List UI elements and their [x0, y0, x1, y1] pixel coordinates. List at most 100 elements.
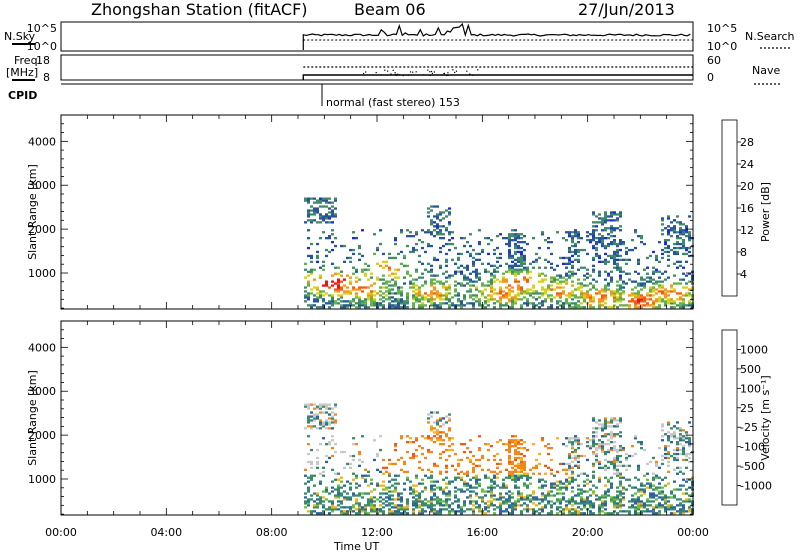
- power-cell: [625, 258, 628, 261]
- velocity-cell: [559, 498, 562, 501]
- velocity-cell: [403, 512, 406, 515]
- power-cell: [544, 266, 547, 269]
- velocity-cell: [487, 490, 490, 493]
- velocity-cell: [412, 512, 415, 515]
- power-cell: [364, 268, 367, 271]
- power-cell: [364, 304, 367, 307]
- power-cell: [568, 233, 571, 236]
- velocity-cell: [472, 468, 475, 471]
- velocity-cell: [400, 456, 403, 460]
- power-cell: [574, 252, 577, 256]
- power-cell: [529, 276, 532, 279]
- power-cell: [334, 207, 337, 210]
- power-cell: [520, 306, 523, 309]
- velocity-cell: [475, 492, 478, 495]
- power-cell: [571, 239, 574, 242]
- power-cell: [625, 252, 628, 256]
- velocity-cell: [508, 512, 511, 515]
- power-cell: [550, 278, 553, 281]
- velocity-cell: [478, 464, 481, 467]
- velocity-cell: [532, 472, 535, 475]
- velocity-cell: [532, 443, 535, 446]
- power-cell: [418, 260, 421, 263]
- power-cell: [619, 239, 622, 242]
- velocity-cell: [673, 435, 676, 438]
- power-cell: [613, 254, 616, 258]
- power-cell: [310, 288, 313, 291]
- power-cell: [607, 284, 610, 287]
- power-cell: [403, 304, 406, 307]
- power-cell: [418, 239, 421, 242]
- power-cell: [427, 262, 430, 265]
- power-cell: [472, 280, 475, 283]
- velocity-cell: [349, 488, 352, 491]
- velocity-cell: [436, 429, 439, 432]
- velocity-cell: [517, 492, 520, 495]
- power-cell: [394, 300, 397, 303]
- velocity-cell: [613, 447, 616, 450]
- power-cell: [445, 292, 448, 295]
- power-cell: [370, 296, 373, 299]
- velocity-cell: [544, 464, 547, 467]
- velocity-cell: [601, 510, 604, 513]
- power-cell: [610, 292, 613, 295]
- velocity-cell: [484, 502, 487, 505]
- velocity-cell: [445, 458, 448, 462]
- velocity-cell: [568, 482, 571, 485]
- velocity-cell: [484, 490, 487, 493]
- power-cell: [541, 231, 544, 234]
- power-cell: [607, 242, 610, 246]
- power-cell: [574, 306, 577, 309]
- velocity-cell: [649, 494, 652, 497]
- power-cell: [508, 300, 511, 303]
- nave-dot: [412, 71, 414, 73]
- power-cell: [499, 233, 502, 236]
- power-cell: [466, 276, 469, 279]
- power-cell: [577, 282, 580, 285]
- velocity-cell: [334, 508, 337, 511]
- velocity-cell: [565, 462, 568, 466]
- velocity-cell: [310, 512, 313, 515]
- velocity-cell: [433, 488, 436, 491]
- power-cell: [511, 286, 514, 289]
- power-cell: [451, 302, 454, 305]
- power-cell: [325, 284, 328, 287]
- power-cell: [535, 304, 538, 307]
- velocity-cell: [682, 447, 685, 450]
- velocity-cell: [679, 508, 682, 511]
- power-cell: [613, 242, 616, 246]
- power-cell: [655, 298, 658, 301]
- velocity-cell: [619, 506, 622, 509]
- velocity-cell: [613, 500, 616, 503]
- power-cell: [505, 242, 508, 246]
- power-cell: [412, 282, 415, 285]
- power-cell: [436, 227, 439, 230]
- velocity-cell: [571, 504, 574, 507]
- power-cell: [508, 244, 511, 248]
- power-cell: [463, 278, 466, 281]
- velocity-cell: [331, 439, 334, 442]
- power-cell: [322, 215, 325, 218]
- velocity-cell: [598, 419, 601, 422]
- velocity-cell: [574, 502, 577, 505]
- velocity-cell: [514, 476, 517, 479]
- power-cell: [559, 286, 562, 289]
- power-cell: [496, 266, 499, 269]
- velocity-cell: [331, 510, 334, 513]
- velocity-colorbar-label: Velocity [m s⁻¹]: [759, 375, 772, 460]
- velocity-cell: [646, 478, 649, 481]
- power-cell: [517, 233, 520, 236]
- power-cell: [571, 231, 574, 234]
- power-cell: [520, 260, 523, 263]
- power-cell: [517, 294, 520, 297]
- power-cell: [538, 246, 541, 250]
- power-cell: [550, 300, 553, 303]
- velocity-cell: [616, 498, 619, 501]
- power-cell: [412, 302, 415, 305]
- velocity-cell: [448, 494, 451, 497]
- power-cell: [613, 266, 616, 269]
- power-cell: [430, 282, 433, 285]
- velocity-cell: [520, 504, 523, 507]
- power-cell: [625, 304, 628, 307]
- power-cell: [574, 258, 577, 261]
